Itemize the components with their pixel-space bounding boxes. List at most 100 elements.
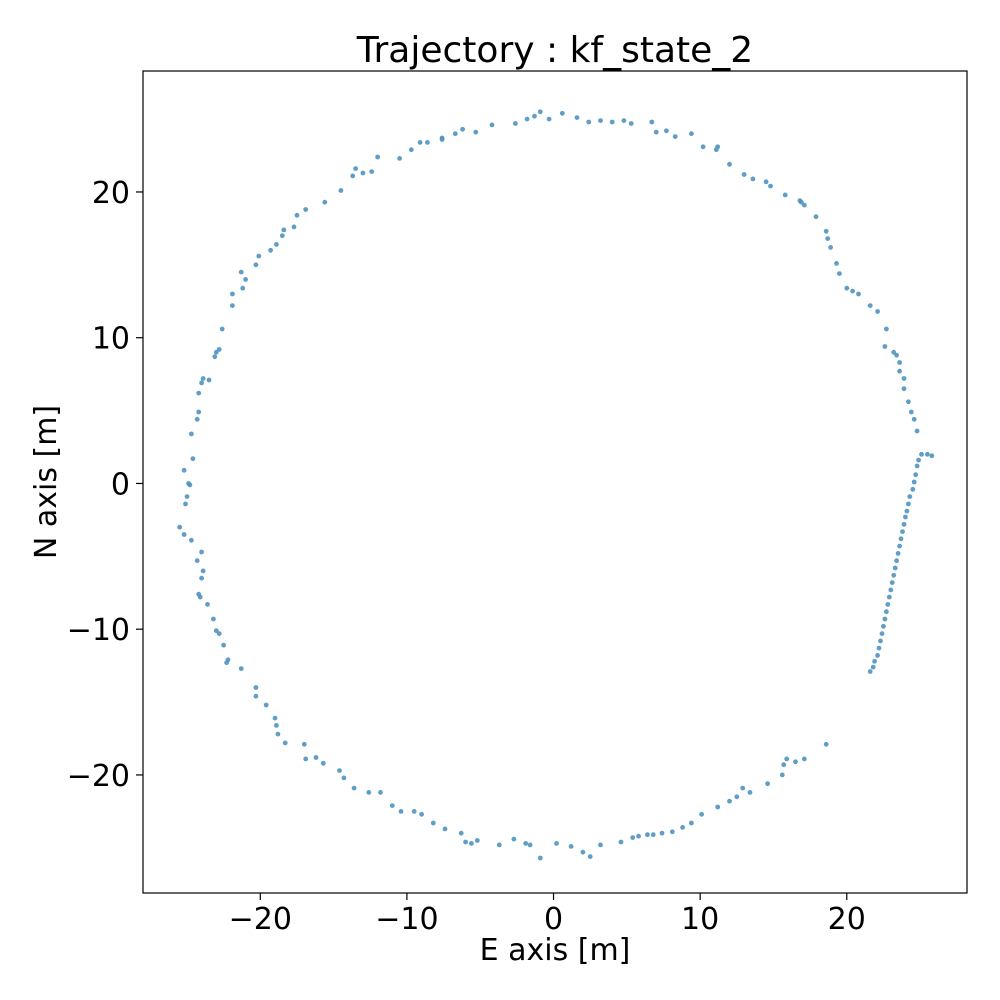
data-point bbox=[901, 376, 907, 381]
data-point bbox=[867, 303, 873, 308]
data-point bbox=[341, 775, 347, 781]
data-point bbox=[268, 247, 273, 253]
data-point bbox=[181, 467, 187, 473]
data-point bbox=[882, 616, 888, 622]
data-point bbox=[546, 116, 552, 122]
data-point bbox=[897, 368, 902, 374]
data-point bbox=[649, 119, 655, 125]
data-point bbox=[460, 126, 465, 132]
data-point bbox=[689, 131, 694, 137]
data-point bbox=[907, 494, 913, 499]
data-point bbox=[763, 179, 769, 185]
data-point bbox=[537, 855, 543, 861]
data-point bbox=[537, 109, 543, 115]
data-point bbox=[212, 354, 218, 360]
data-point bbox=[425, 140, 430, 145]
data-point bbox=[263, 702, 269, 708]
data-point bbox=[230, 291, 235, 297]
data-point bbox=[442, 826, 448, 832]
data-point bbox=[189, 537, 194, 543]
data-point bbox=[473, 129, 479, 135]
data-point bbox=[458, 830, 464, 836]
data-point bbox=[828, 245, 833, 250]
x-axis-label: E axis [m] bbox=[480, 933, 631, 968]
data-point bbox=[489, 122, 495, 128]
data-point bbox=[837, 271, 842, 276]
data-point bbox=[279, 233, 285, 239]
plot-frame bbox=[142, 70, 968, 894]
y-axis-ticks: −20 −10 0 10 20 bbox=[67, 176, 143, 794]
data-point bbox=[659, 830, 665, 836]
data-point bbox=[609, 119, 615, 125]
data-point bbox=[417, 140, 423, 145]
data-point bbox=[196, 591, 202, 597]
data-point bbox=[320, 760, 326, 766]
data-point bbox=[211, 616, 216, 622]
data-point bbox=[313, 755, 319, 760]
data-point bbox=[916, 457, 921, 463]
data-point bbox=[801, 756, 807, 762]
data-point bbox=[914, 463, 920, 469]
data-point bbox=[496, 842, 502, 848]
data-point bbox=[876, 645, 882, 651]
data-point bbox=[904, 508, 910, 514]
data-point bbox=[636, 833, 641, 839]
data-point bbox=[524, 116, 530, 122]
data-point bbox=[891, 572, 897, 578]
data-point bbox=[303, 207, 309, 212]
data-point bbox=[322, 199, 328, 205]
data-point bbox=[282, 740, 288, 746]
data-point bbox=[184, 494, 190, 499]
data-point bbox=[881, 623, 886, 629]
data-point bbox=[199, 575, 205, 581]
data-point bbox=[894, 558, 899, 564]
data-point bbox=[369, 169, 375, 175]
y-tick-label: −10 bbox=[67, 613, 130, 648]
data-point bbox=[892, 565, 898, 571]
data-point bbox=[238, 666, 244, 671]
chart-title: Trajectory : kf_state_2 bbox=[356, 30, 753, 71]
data-point bbox=[430, 820, 436, 826]
data-point bbox=[886, 594, 892, 600]
data-point bbox=[765, 781, 770, 787]
data-point bbox=[419, 811, 424, 817]
y-tick-label: −20 bbox=[67, 759, 130, 794]
y-tick-label: 0 bbox=[111, 467, 130, 502]
data-point bbox=[895, 551, 901, 556]
data-point bbox=[884, 609, 889, 615]
data-point bbox=[586, 119, 592, 125]
data-point bbox=[274, 242, 279, 247]
data-point bbox=[834, 261, 839, 266]
data-point bbox=[190, 456, 196, 462]
data-point bbox=[199, 380, 205, 386]
data-point bbox=[798, 199, 804, 205]
data-point bbox=[664, 128, 669, 134]
data-point bbox=[532, 113, 537, 119]
data-point bbox=[275, 731, 281, 737]
data-point bbox=[781, 762, 787, 768]
data-point bbox=[196, 390, 202, 396]
data-point bbox=[906, 399, 911, 405]
data-point bbox=[875, 653, 880, 658]
data-point bbox=[196, 409, 202, 415]
data-point bbox=[469, 841, 474, 846]
data-point bbox=[199, 549, 205, 555]
data-point bbox=[398, 809, 404, 814]
data-point bbox=[272, 715, 278, 721]
data-point bbox=[867, 669, 873, 674]
data-point bbox=[353, 166, 358, 172]
data-point bbox=[253, 262, 259, 268]
y-tick-label: 20 bbox=[92, 176, 130, 211]
data-point bbox=[580, 849, 586, 855]
data-point bbox=[715, 804, 721, 810]
data-point bbox=[375, 154, 380, 160]
data-point bbox=[213, 628, 219, 634]
data-point bbox=[700, 144, 706, 150]
x-tick-label: 20 bbox=[828, 902, 866, 937]
data-point bbox=[350, 173, 356, 179]
data-point bbox=[645, 832, 650, 838]
data-point bbox=[801, 202, 807, 208]
data-point bbox=[911, 416, 917, 422]
data-point bbox=[360, 170, 366, 176]
